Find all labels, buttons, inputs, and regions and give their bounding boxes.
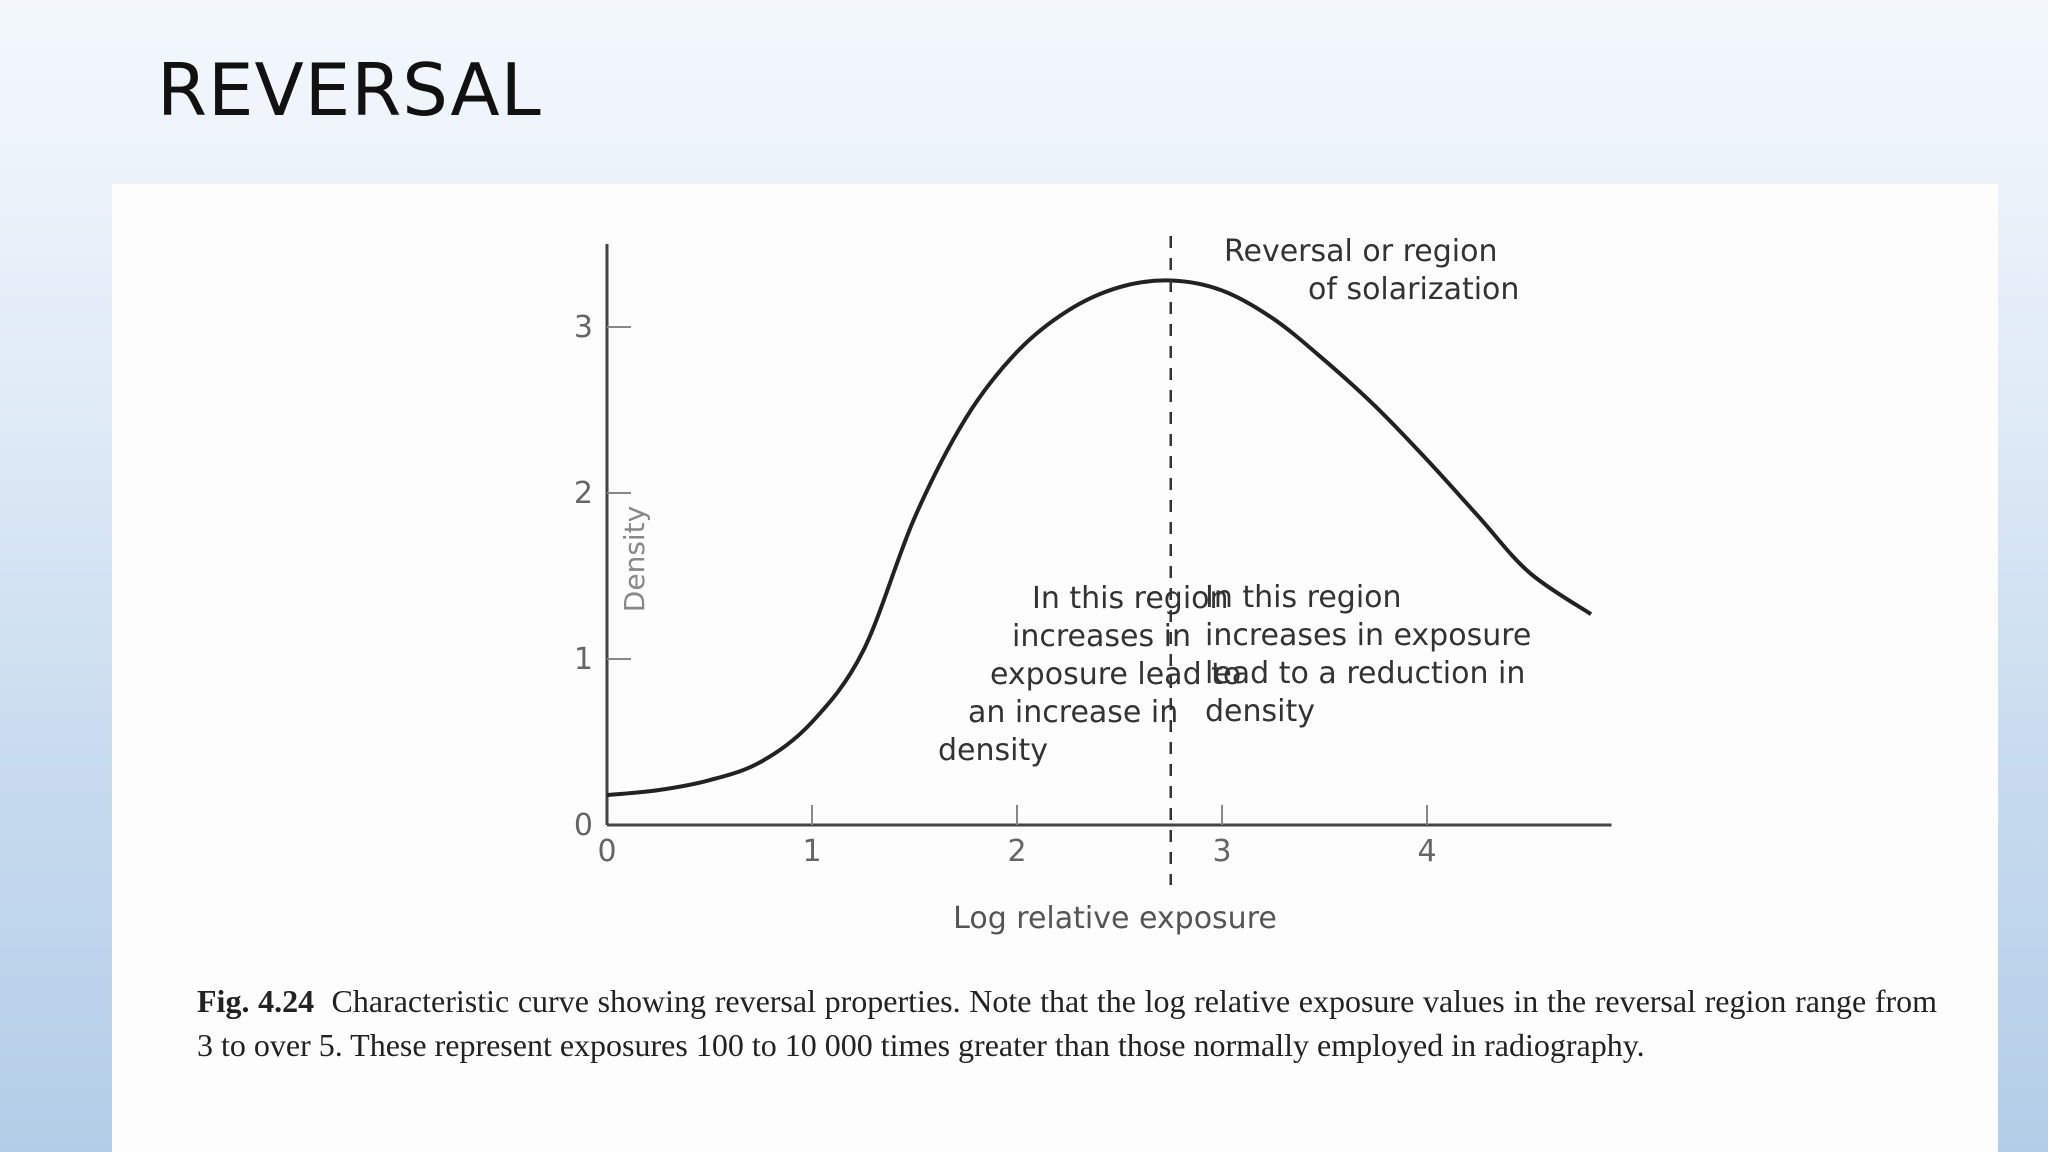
annotation-reversal: Reversal or region of solarization	[1224, 234, 1519, 307]
annotation-line: Reversal or region	[1224, 234, 1498, 269]
figure-label: Fig. 4.24	[197, 983, 315, 1019]
annotation-line: of solarization	[1308, 272, 1519, 307]
annotation-line: density	[1205, 694, 1315, 729]
x-axis-label: Log relative exposure	[953, 901, 1277, 936]
x-tick-label: 3	[1212, 834, 1231, 869]
ticks: 0 1 2 3 4 0 1 2 3	[574, 310, 1437, 869]
figure-caption: Fig. 4.24 Characteristic curve showing r…	[197, 979, 1937, 1067]
axes	[605, 244, 1612, 827]
annotations: Reversal or region of solarization In this…	[938, 234, 1531, 768]
annotation-line: density	[938, 733, 1048, 768]
annotation-line: an increase in	[968, 695, 1178, 730]
x-tick-label: 0	[597, 834, 616, 869]
slide-title: REVERSAL	[157, 48, 542, 132]
y-tick-label: 2	[574, 476, 593, 511]
annotation-right-region: In this region increases in exposure lead …	[1205, 580, 1531, 729]
density-curve	[606, 278, 1593, 798]
x-tick-label: 4	[1417, 834, 1436, 869]
y-axis-label: Density	[618, 506, 651, 612]
annotation-line: increases in exposure	[1205, 618, 1531, 653]
annotation-line: In this region	[1032, 581, 1229, 616]
annotation-left-region: In this region increases in exposure lead …	[938, 581, 1241, 768]
annotation-line: lead to a reduction in	[1205, 656, 1525, 691]
x-tick-label: 1	[802, 834, 821, 869]
caption-text: Characteristic curve showing reversal pr…	[197, 983, 1938, 1063]
annotation-line: In this region	[1205, 580, 1402, 615]
y-tick-label: 1	[574, 642, 593, 677]
y-tick-label: 3	[574, 310, 593, 345]
annotation-line: exposure lead to	[990, 657, 1241, 692]
annotation-line: increases in	[1012, 619, 1191, 654]
x-tick-label: 2	[1007, 834, 1026, 869]
y-tick-label: 0	[574, 808, 593, 843]
